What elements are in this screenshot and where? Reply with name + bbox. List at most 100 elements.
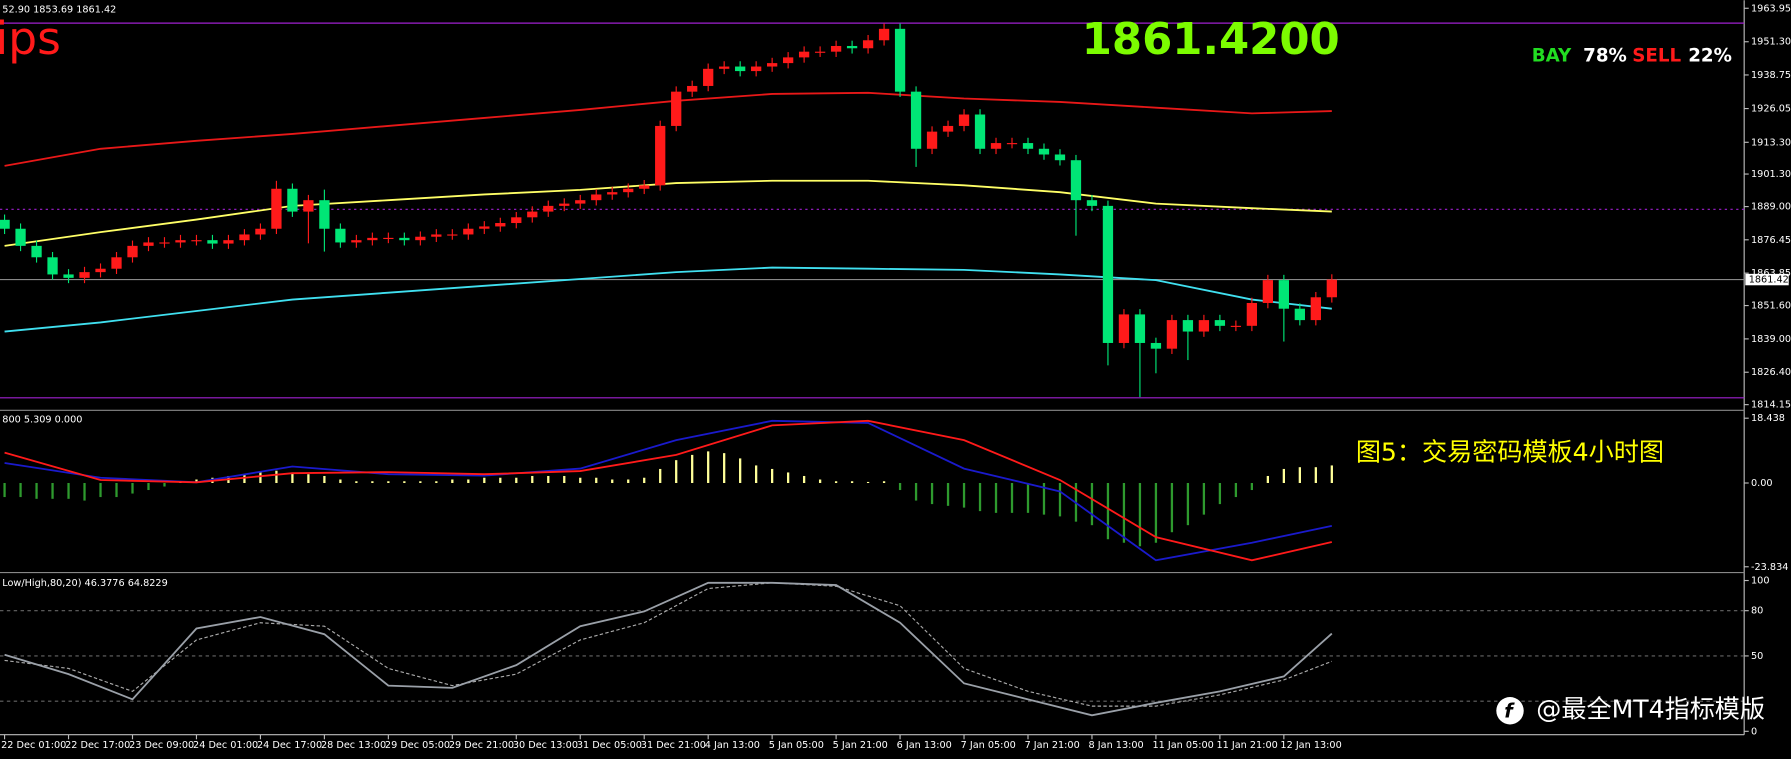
y-tick-label: 0.00: [1751, 478, 1773, 489]
candle-body: [1006, 143, 1018, 145]
candle-body: [47, 257, 58, 275]
buy-value: 78%: [1583, 45, 1627, 66]
x-tick-label: 23 Dec 09:00: [129, 740, 194, 751]
candle-body: [974, 114, 986, 149]
candle-body: [239, 234, 250, 241]
logo: [1496, 697, 1524, 725]
y-tick-label: 80: [1751, 606, 1763, 617]
candle-body: [655, 125, 666, 186]
y-tick-label: 1913.30: [1751, 137, 1791, 148]
candle-body: [926, 131, 938, 149]
y-tick-label: 1839.00: [1751, 334, 1791, 345]
stoch-header: Low/High,80,20) 46.3776 64.8229: [2, 578, 167, 589]
x-tick-label: 4 Jan 13:00: [705, 740, 760, 751]
y-tick-label: -23.834: [1751, 562, 1788, 573]
candle-body: [639, 185, 650, 189]
price-display: 1861.4200: [1082, 15, 1340, 65]
candle-body: [1262, 280, 1274, 303]
buy-label: BAY: [1532, 45, 1572, 66]
candle-body: [511, 217, 522, 224]
x-tick-label: 24 Dec 01:00: [193, 740, 258, 751]
plot: 1963.95 1951.30 1938.75 1926.05 1913.30 1901.…: [0, 3, 1791, 751]
sell-value: 22%: [1688, 45, 1732, 66]
candle-body: [719, 66, 730, 69]
candle-body: [559, 203, 570, 206]
y-tick-label: 1963.95: [1751, 3, 1791, 14]
candle-body: [1086, 200, 1098, 206]
candle-body: [703, 68, 714, 86]
candle-body: [1230, 325, 1242, 327]
x-tick-label: 28 Dec 13:00: [321, 740, 386, 751]
last-price-label: 1861.42: [1749, 275, 1789, 286]
candle-body: [495, 223, 506, 227]
candle-body: [1294, 308, 1305, 321]
candle-body: [1070, 160, 1082, 201]
watermark: @最全MT4指标模版: [1536, 695, 1765, 724]
y-tick-label: 100: [1751, 576, 1770, 587]
last-price-box: [1745, 273, 1789, 286]
x-tick-label: 11 Jan 21:00: [1216, 740, 1277, 751]
y-tick-label: 1938.75: [1751, 70, 1791, 81]
candle-body: [383, 237, 394, 240]
x-tick-label: 8 Jan 13:00: [1089, 740, 1144, 751]
candle-body: [591, 194, 602, 201]
candle-body: [1038, 148, 1050, 155]
x-tick-label: 30 Dec 13:00: [513, 740, 578, 751]
x-tick-label: 22 Dec 17:00: [65, 740, 130, 751]
candle-body: [543, 205, 554, 212]
y-tick-label: 18.438: [1751, 413, 1785, 424]
candle-body: [175, 240, 186, 243]
candle-body: [351, 240, 362, 243]
candle-body: [798, 51, 810, 58]
candle-body: [447, 234, 458, 236]
candle-body: [1166, 320, 1178, 349]
x-tick-label: 6 Jan 13:00: [897, 740, 952, 751]
y-tick-label: 0: [1751, 726, 1757, 737]
candle-body: [1102, 205, 1114, 343]
y-tick-label: 1951.30: [1751, 37, 1791, 48]
candle-body: [1118, 314, 1130, 343]
candle-body: [527, 211, 538, 218]
candle-body: [303, 200, 314, 212]
candle-body: [735, 66, 746, 72]
candle-body: [223, 240, 234, 244]
y-tick-label: 1926.05: [1751, 104, 1791, 115]
candle-body: [814, 51, 826, 53]
candle-body: [990, 143, 1002, 149]
candle-body: [159, 242, 170, 244]
x-tick-label: 31 Dec 21:00: [641, 740, 706, 751]
candle-body: [127, 245, 138, 258]
logo-glyph: f: [1504, 699, 1515, 722]
x-tick-label: 5 Jan 05:00: [769, 740, 824, 751]
candle-body: [671, 91, 682, 126]
candle-body: [1310, 297, 1321, 321]
macd-header: 800 5.309 0.000: [2, 414, 82, 425]
candle-body: [479, 226, 490, 229]
candle-body: [782, 57, 794, 64]
y-tick-label: 1876.45: [1751, 235, 1791, 246]
candle-body: [287, 188, 298, 212]
candle-body: [910, 91, 922, 149]
candle-body: [767, 63, 778, 67]
x-tick-label: 22 Dec 01:00: [1, 740, 66, 751]
y-tick-label: 1814.15: [1751, 400, 1791, 411]
indicator-line: [4, 179, 1332, 247]
candle-body: [111, 257, 122, 269]
candle-body: [399, 237, 410, 241]
y-tick-label: 1826.40: [1751, 367, 1791, 378]
candle-body: [958, 114, 970, 126]
candle-body: [0, 219, 10, 229]
x-tick-label: 29 Dec 05:00: [385, 740, 450, 751]
x-tick-label: 5 Jan 21:00: [833, 740, 888, 751]
candle-body: [878, 28, 890, 41]
candle-body: [335, 228, 346, 243]
candle-body: [894, 28, 906, 92]
indicator-line: [4, 419, 1333, 562]
price-header: 52.90 1853.69 1861.42: [2, 4, 116, 15]
candle-body: [575, 200, 586, 204]
y-tick-label: 50: [1751, 651, 1763, 662]
candle-body: [862, 40, 874, 49]
indicator-line: [4, 581, 1333, 717]
